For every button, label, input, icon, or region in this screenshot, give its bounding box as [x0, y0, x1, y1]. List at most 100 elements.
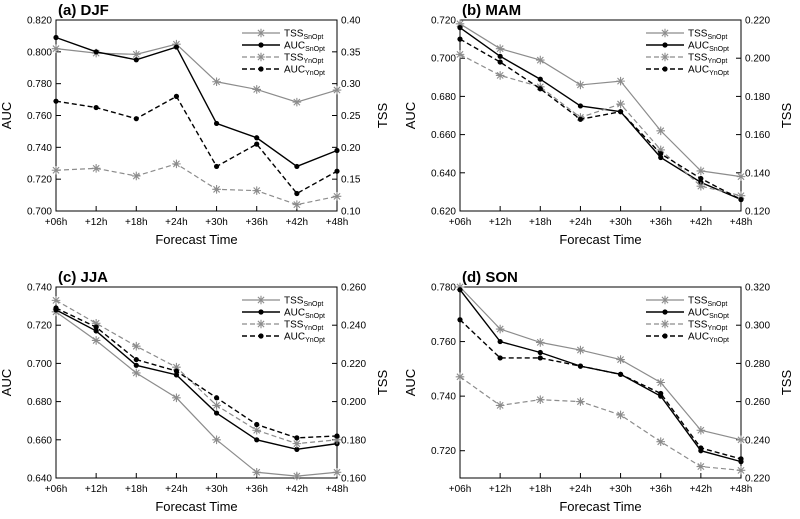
data-point-star — [736, 191, 746, 201]
x-tick-label: +30h — [609, 484, 632, 495]
legend-marker-star — [256, 319, 266, 329]
y-tick-label: 0.760 — [27, 111, 52, 122]
y-right-tick-label: 0.140 — [745, 168, 770, 179]
series-line — [459, 376, 742, 471]
data-point-dot — [457, 287, 463, 293]
series-tss-ynopt — [455, 372, 746, 475]
legend-entry: AUCSnOpt — [242, 41, 325, 53]
legend-label: AUCSnOpt — [688, 308, 729, 321]
legend-label-subscript: YnOpt — [305, 337, 325, 344]
data-point-dot — [537, 355, 543, 361]
data-point-star — [535, 395, 545, 404]
data-point-star — [292, 439, 302, 448]
data-point-star — [332, 467, 342, 477]
data-point-star — [696, 166, 706, 176]
data-point-star — [252, 425, 262, 435]
legend-entry: TSSYnOpt — [646, 53, 727, 65]
legend-entry: AUCYnOpt — [646, 65, 729, 77]
legend-label: AUCSnOpt — [284, 308, 325, 321]
data-point-star — [696, 425, 706, 435]
data-point-dot — [537, 349, 543, 356]
legend-label-main: TSS — [688, 320, 708, 331]
series-tss-ynopt — [51, 159, 342, 209]
legend-label-main: TSS — [688, 53, 708, 64]
legend-label-main: AUC — [284, 41, 305, 52]
y-right-tick-label: 0.10 — [341, 207, 361, 218]
data-point-dot — [133, 116, 139, 122]
x-tick-label: +06h — [45, 484, 68, 495]
y-tick-label: 0.720 — [27, 321, 52, 332]
y-right-tick-label: 0.160 — [745, 130, 770, 141]
y-right-tick-label: 0.160 — [341, 474, 366, 485]
data-point-star — [131, 50, 141, 59]
data-point-dot — [738, 196, 744, 203]
data-point-star — [455, 372, 465, 382]
x-axis-label: Forecast Time — [559, 499, 641, 514]
data-point-star — [91, 318, 101, 328]
legend-label-subscript: YnOpt — [303, 325, 323, 332]
legend-label-subscript: SnOpt — [305, 46, 325, 53]
x-tick-label: +48h — [730, 484, 753, 495]
x-axis-label: Forecast Time — [155, 232, 237, 247]
data-point-star — [292, 97, 302, 107]
data-point-dot — [254, 421, 260, 428]
data-point-star — [51, 296, 61, 305]
x-tick-label: +06h — [45, 217, 68, 228]
data-point-dot — [93, 324, 99, 330]
legend-label: TSSSnOpt — [284, 296, 323, 309]
legend-marker-star — [660, 319, 670, 329]
x-tick-label: +12h — [85, 217, 108, 228]
series-tss-ynopt — [51, 296, 342, 448]
data-point-dot — [53, 98, 59, 104]
data-point-dot — [658, 151, 664, 157]
data-point-star — [576, 80, 585, 90]
y-right-tick-label: 0.240 — [341, 321, 366, 332]
data-point-dot — [53, 305, 59, 311]
data-point-star — [736, 466, 746, 475]
data-point-dot — [173, 372, 180, 378]
panel-bmam: (b) MAM 0.620 0.640 0.660 0.680 0.700 0.720 0.1… — [403, 2, 794, 247]
x-tick-label: +06h — [449, 484, 472, 495]
x-tick-label: +30h — [205, 217, 228, 228]
y-right-tick-label: 0.20 — [341, 143, 361, 154]
legend-label-subscript: SnOpt — [305, 313, 325, 320]
y-right-tick-label: 0.320 — [745, 283, 770, 294]
data-point-star — [252, 186, 262, 195]
legend-entry: AUCYnOpt — [242, 332, 325, 344]
legend-entry: TSSYnOpt — [242, 53, 323, 65]
panel-adjf: (a) DJF 0.700 0.720 0.740 0.760 0.780 0.800 0.8… — [0, 2, 390, 247]
y-tick-label: 0.700 — [431, 54, 456, 65]
data-point-star — [696, 462, 706, 471]
data-point-star — [172, 39, 181, 49]
data-point-star — [332, 85, 342, 95]
x-tick-label: +24h — [165, 484, 188, 495]
x-tick-label: +18h — [125, 484, 148, 495]
data-point-dot — [213, 395, 220, 401]
legend-label-subscript: YnOpt — [709, 337, 729, 344]
data-point-dot — [658, 390, 664, 397]
data-point-star — [656, 437, 666, 447]
series-line — [459, 23, 742, 178]
data-point-star — [252, 85, 262, 94]
x-tick-label: +48h — [730, 217, 753, 228]
legend-label: TSSSnOpt — [284, 29, 323, 42]
y-right-tick-label: 0.200 — [745, 54, 770, 65]
series-line — [459, 27, 742, 201]
y-right-tick-label: 0.200 — [341, 397, 366, 408]
data-point-star — [656, 145, 666, 155]
y-right-tick-label: 0.25 — [341, 111, 361, 122]
series-line — [55, 307, 338, 439]
y-tick-label: 0.740 — [431, 392, 456, 403]
y-axis-label: AUC — [403, 369, 418, 396]
data-point-star — [212, 77, 221, 87]
legend-label: TSSYnOpt — [284, 320, 323, 333]
x-axis-label: Forecast Time — [559, 232, 641, 247]
data-point-star — [576, 345, 585, 355]
data-point-dot — [457, 25, 463, 31]
legend-label: TSSSnOpt — [688, 296, 727, 309]
data-point-star — [535, 338, 545, 347]
y-axis-label: AUC — [0, 102, 14, 129]
x-tick-label: +18h — [125, 217, 148, 228]
legend-marker-dot — [258, 309, 264, 315]
panel-title: (c) JJA — [58, 269, 108, 286]
